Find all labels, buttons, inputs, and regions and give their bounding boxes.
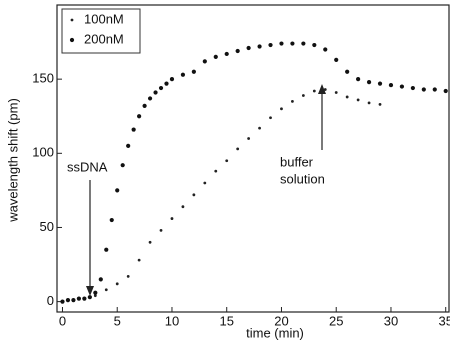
x-tick-label: 20 (274, 313, 288, 328)
data-point (290, 41, 295, 46)
data-point (291, 100, 294, 103)
data-point (377, 81, 383, 86)
y-tick-label: 100 (32, 145, 54, 160)
data-point (345, 69, 350, 74)
data-point (169, 77, 175, 82)
legend-marker (70, 18, 74, 22)
data-point (345, 95, 349, 99)
data-point (126, 275, 130, 278)
annotation-arrowhead (86, 286, 94, 296)
data-point (257, 44, 262, 49)
data-point (153, 90, 158, 95)
plot-frame (56, 4, 450, 313)
x-axis-label: time (min) (246, 325, 304, 340)
data-point (214, 169, 218, 173)
legend-marker (69, 37, 75, 43)
x-tick-label: 5 (114, 313, 121, 328)
data-point (213, 54, 218, 60)
annotation-arrowhead (318, 84, 326, 94)
legend-label: 200nM (84, 31, 124, 46)
data-point (224, 51, 229, 57)
data-point (109, 217, 114, 223)
data-point (65, 298, 71, 303)
data-point (82, 296, 87, 301)
data-point (115, 188, 120, 193)
data-point (203, 181, 207, 185)
data-point (76, 296, 81, 301)
data-point (159, 229, 163, 232)
data-point (279, 41, 284, 46)
x-tick-label: 0 (59, 313, 66, 328)
data-point (388, 82, 394, 88)
data-point (268, 42, 273, 48)
annotation: solution (280, 171, 325, 186)
data-point (378, 102, 382, 106)
data-point (202, 59, 207, 64)
x-tick-label: 35 (438, 313, 450, 328)
x-tick-label: 10 (165, 313, 179, 328)
data-point (137, 258, 141, 262)
data-point (142, 103, 147, 108)
data-point (410, 85, 415, 91)
data-point (148, 240, 152, 244)
data-point (323, 47, 328, 52)
data-point (225, 159, 229, 163)
data-point (192, 193, 196, 197)
data-point (147, 96, 153, 101)
data-point (258, 126, 261, 130)
data-point (115, 282, 119, 286)
data-point (443, 88, 448, 94)
x-tick-label: 25 (329, 313, 343, 328)
data-point (421, 87, 426, 92)
data-point (98, 277, 103, 282)
data-point (246, 45, 251, 51)
data-point (334, 57, 339, 62)
data-point (269, 116, 272, 120)
data-point (191, 69, 196, 74)
data-point (181, 205, 185, 209)
data-point (170, 217, 174, 220)
data-point (180, 72, 186, 77)
data-point (120, 163, 125, 168)
data-point (60, 299, 65, 304)
data-point (236, 147, 240, 151)
y-tick-label: 50 (40, 219, 54, 234)
data-point (399, 84, 405, 89)
x-tick-label: 30 (384, 313, 398, 328)
data-point (93, 290, 98, 295)
data-point (247, 137, 251, 140)
data-point (301, 94, 305, 97)
y-tick-label: 0 (47, 293, 54, 308)
y-axis-label: wavelength shift (pm) (5, 98, 20, 223)
data-point (131, 127, 136, 132)
data-point (93, 294, 97, 298)
data-point (104, 247, 109, 252)
data-point (126, 143, 131, 148)
annotation: ssDNA (67, 159, 108, 174)
data-point (235, 48, 240, 54)
data-point (280, 107, 283, 111)
data-point (366, 80, 372, 85)
y-tick-label: 150 (32, 71, 54, 86)
data-point (323, 88, 327, 91)
x-tick-label: 15 (219, 313, 233, 328)
data-point (312, 42, 317, 48)
data-point (356, 98, 360, 102)
data-point (334, 91, 338, 94)
data-point (164, 81, 169, 86)
annotation: buffer (280, 154, 314, 169)
data-point (301, 41, 306, 46)
data-point (137, 114, 142, 119)
data-point (158, 85, 164, 91)
data-point (356, 77, 361, 82)
data-point (71, 298, 76, 303)
data-point (367, 101, 371, 105)
data-point (87, 295, 92, 300)
legend-label: 100nM (84, 11, 124, 26)
data-point (432, 87, 437, 92)
data-point (104, 288, 108, 292)
legend-box (61, 8, 141, 54)
data-point (312, 89, 316, 93)
